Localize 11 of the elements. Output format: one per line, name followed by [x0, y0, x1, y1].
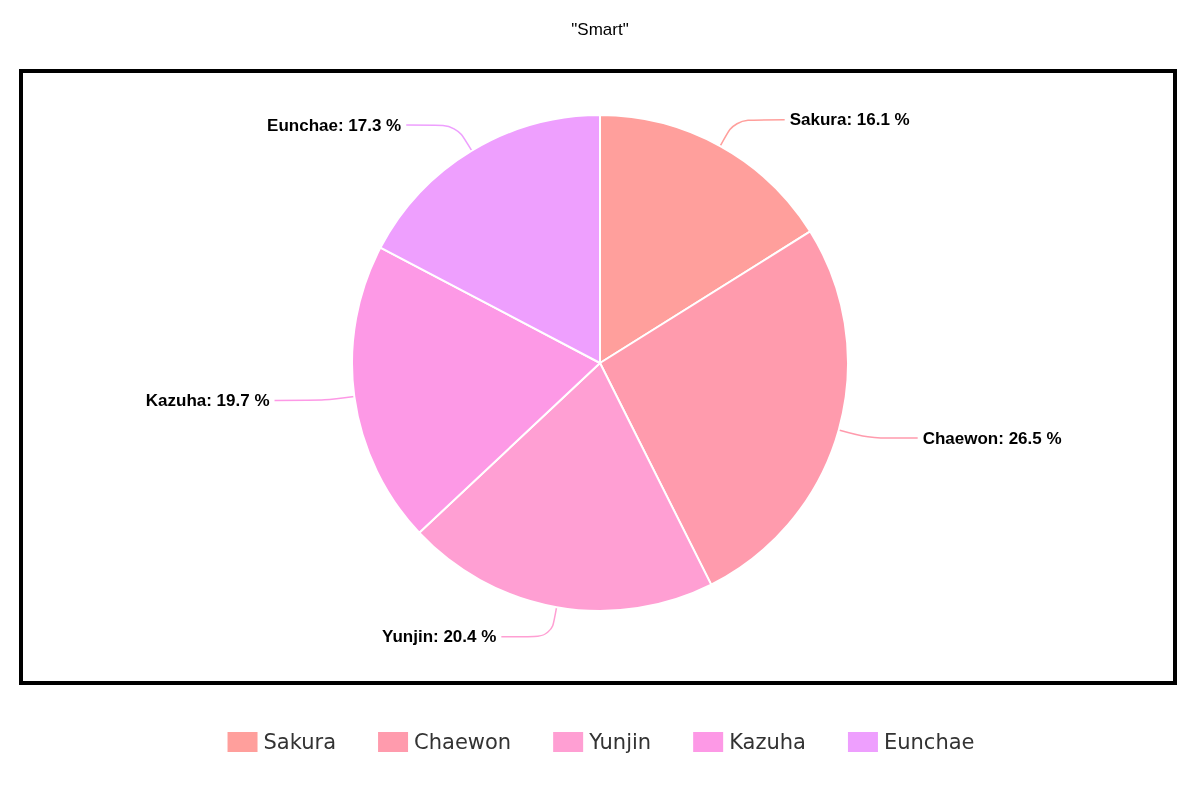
legend-label: Chaewon: [414, 730, 512, 754]
data-label: Chaewon: 26.5 %: [922, 428, 1062, 448]
legend-label: Yunjin: [588, 730, 652, 754]
data-label: Yunjin: 20.4 %: [382, 627, 497, 647]
data-label: Eunchae: 17.3 %: [267, 115, 402, 135]
legend-label: Eunchae: [883, 730, 975, 754]
chart-title: "Smart": [571, 20, 629, 39]
data-label: Sakura: 16.1 %: [789, 110, 910, 130]
data-label: Kazuha: 19.7 %: [145, 390, 270, 410]
legend-label: Sakura: [263, 730, 337, 754]
legend-label: Kazuha: [729, 730, 806, 754]
